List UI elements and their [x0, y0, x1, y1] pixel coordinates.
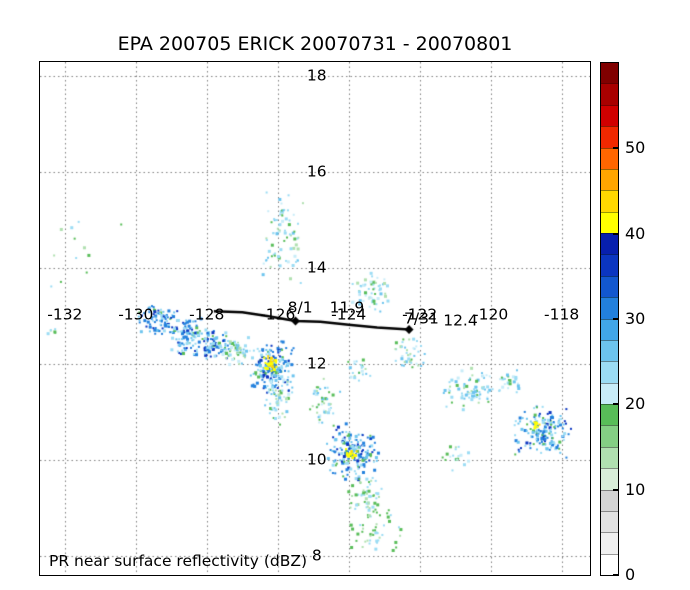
colorbar-segment [601, 489, 618, 511]
colorbar-segment [601, 297, 618, 319]
reflectivity-map-canvas [40, 62, 590, 575]
colorbar-segment [601, 104, 618, 127]
colorbar-segment [601, 446, 618, 469]
colorbar-tick-label: 40 [625, 223, 646, 243]
chart-title: EPA 200705 ERICK 20070731 - 20070801 [117, 33, 513, 55]
colorbar-tick-label: 30 [625, 309, 646, 328]
colorbar-tick-label: 10 [625, 479, 646, 499]
colorbar-segment [601, 63, 618, 84]
colorbar-segment [601, 233, 618, 255]
colorbar-tick-label: 0 [625, 565, 636, 584]
colorbar-segment [601, 147, 618, 169]
colorbar-tick-label: 20 [625, 394, 646, 414]
colorbar-segment [601, 190, 618, 212]
colorbar-segment [601, 83, 618, 105]
colorbar-segment [601, 425, 618, 447]
colorbar [600, 62, 619, 576]
colorbar-segment [601, 275, 618, 298]
colorbar-tick-label: 50 [625, 138, 646, 158]
colorbar-segment [601, 168, 618, 191]
plot-caption: PR near surface reflectivity (dBZ) [49, 552, 308, 570]
colorbar-segment [601, 510, 618, 533]
colorbar-segment [601, 126, 618, 148]
colorbar-segment [601, 532, 618, 554]
colorbar-segment [601, 361, 618, 383]
colorbar-segment [601, 339, 618, 362]
colorbar-segment [601, 382, 618, 404]
colorbar-segment [601, 211, 618, 233]
colorbar-segment [601, 318, 618, 340]
colorbar-segment [601, 254, 618, 276]
colorbar-segment [601, 468, 618, 490]
colorbar-segment [601, 553, 618, 575]
colorbar-segment [601, 404, 618, 426]
plot-area: PR near surface reflectivity (dBZ) [39, 61, 591, 576]
